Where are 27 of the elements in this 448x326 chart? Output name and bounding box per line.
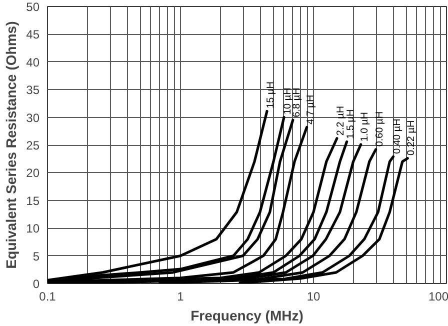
y-tick-label: 35 <box>26 83 40 98</box>
x-axis-title: Frequency (MHz) <box>190 308 304 324</box>
text: 6.8 µH <box>291 88 302 118</box>
x-tick-label: 0.1 <box>39 290 56 304</box>
text: 4.7 µH <box>305 94 316 124</box>
x-tick-label: 100 <box>428 290 448 304</box>
text: 0.40 µH <box>392 118 403 154</box>
text: 0.22 µH <box>406 120 418 156</box>
text: 1.5 µH <box>345 109 356 139</box>
y-tick-label: 25 <box>26 138 40 152</box>
y-tick-label: 45 <box>26 28 40 42</box>
text: 2.2 µH <box>335 106 346 136</box>
y-tick-label: 0 <box>32 277 40 291</box>
y-tick-label: 20 <box>26 166 40 180</box>
x-tick-label: 1 <box>177 290 184 304</box>
x-tick-label: 10 <box>306 290 320 304</box>
text: 15 µH <box>265 82 276 108</box>
y-tick-label: 30 <box>26 110 40 125</box>
text: 1.0 µH <box>359 112 370 142</box>
y-tick-label: 5 <box>32 249 40 264</box>
y-tick-label: 10 <box>26 222 40 236</box>
y-tick-label: 15 <box>26 194 40 208</box>
y-tick-label: 40 <box>26 55 40 70</box>
y-axis-title: Equivalent Series Resistance (Ohms) <box>3 21 20 269</box>
text: 10 µH <box>282 88 294 115</box>
text: 0.60 µH <box>374 111 386 147</box>
y-tick-label: 50 <box>26 0 40 14</box>
